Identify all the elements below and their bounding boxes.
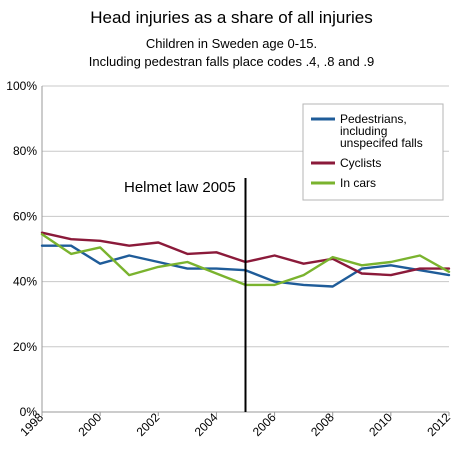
y-tick-label: 100% [6,79,37,93]
legend-label-3: In cars [340,176,376,190]
legend-label-1: Pedestrians, [340,112,407,126]
chart-subtitle-line-2: Including pedestran falls place codes .4… [88,54,375,69]
y-tick-label: 20% [13,340,37,354]
y-axis-ticks: 0% 20% 40% 60% 80% 100% [6,79,37,419]
helmet-law-annotation: Helmet law 2005 [124,178,247,412]
legend-label-2: Cyclists [340,156,381,170]
helmet-law-label: Helmet law 2005 [124,179,236,196]
legend-label-1: unspecifed falls [340,136,423,150]
y-tick-label: 0% [20,405,38,419]
chart-subtitle-line-1: Children in Sweden age 0-15. [145,36,318,51]
legend-label-1: including [340,124,387,138]
y-tick-label: 80% [13,144,37,158]
y-tick-label: 60% [13,209,37,223]
y-tick-label: 40% [13,275,37,289]
chart-title: Head injuries as a share of all injuries [90,8,373,27]
x-axis-ticks: 1998 2000 2002 2004 2006 2008 2010 2012 [17,410,453,439]
